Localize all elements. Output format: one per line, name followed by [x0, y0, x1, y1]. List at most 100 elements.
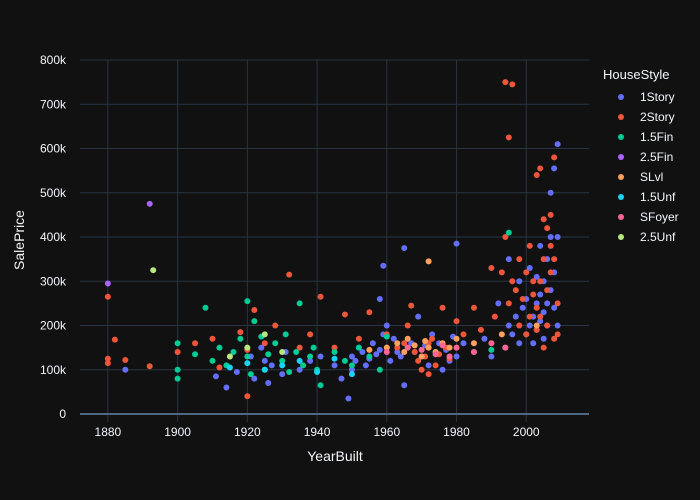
- data-point: [383, 344, 390, 351]
- data-point: [237, 335, 244, 342]
- legend-item[interactable]: 1.5Unf: [618, 190, 676, 204]
- data-point: [509, 331, 516, 338]
- data-point: [230, 349, 237, 356]
- legend-item[interactable]: 2.5Fin: [618, 150, 673, 164]
- data-point: [547, 234, 554, 240]
- data-point: [516, 322, 523, 329]
- data-point: [369, 340, 376, 347]
- legend-item[interactable]: 2Story: [618, 110, 675, 124]
- data-point: [307, 331, 314, 338]
- data-point: [540, 309, 547, 316]
- legend-label: 1.5Fin: [640, 130, 673, 144]
- data-point: [296, 344, 303, 351]
- legend-label: SLvl: [640, 170, 663, 184]
- data-point: [523, 331, 530, 338]
- data-point: [460, 331, 467, 338]
- legend-label: 2.5Unf: [640, 230, 676, 244]
- data-point: [554, 331, 561, 338]
- data-point: [261, 366, 268, 373]
- x-axis-ticks: 1880 1900 1920 1940 1960 1980 2000: [95, 425, 540, 439]
- data-point: [446, 353, 453, 360]
- data-point: [547, 269, 554, 276]
- data-point: [380, 262, 387, 269]
- data-point: [394, 344, 401, 351]
- data-point: [174, 349, 181, 356]
- data-point: [265, 380, 272, 387]
- data-point: [502, 344, 509, 351]
- data-point: [223, 384, 230, 391]
- data-point: [554, 300, 561, 307]
- legend-item[interactable]: 1Story: [618, 90, 675, 104]
- data-point: [244, 360, 251, 367]
- data-point: [348, 366, 355, 373]
- data-point: [111, 336, 118, 343]
- y-tick-label: 600k: [40, 142, 67, 156]
- data-point: [551, 165, 558, 172]
- x-tick-label: 1980: [443, 425, 470, 439]
- legend-item[interactable]: 2.5Unf: [618, 230, 676, 244]
- legend-marker: [618, 154, 624, 160]
- legend-label: SFoyer: [640, 210, 679, 224]
- data-point: [104, 293, 111, 300]
- data-point: [425, 362, 432, 369]
- data-point: [355, 344, 362, 351]
- legend-item[interactable]: 1.5Fin: [618, 130, 673, 144]
- data-point: [286, 368, 293, 375]
- data-point: [516, 256, 523, 263]
- grid-lines: [80, 59, 589, 422]
- legend-marker: [618, 234, 624, 240]
- data-point: [317, 293, 324, 300]
- data-point: [174, 375, 181, 382]
- data-point: [418, 366, 425, 373]
- y-tick-label: 100k: [40, 363, 67, 377]
- data-point: [383, 349, 390, 356]
- legend-label: 1Story: [640, 90, 675, 104]
- data-point: [216, 364, 223, 371]
- data-point: [509, 81, 516, 88]
- data-point: [359, 349, 366, 356]
- data-point: [551, 304, 558, 311]
- data-point: [526, 242, 533, 249]
- data-point: [310, 344, 317, 351]
- data-point: [544, 322, 551, 329]
- data-point: [279, 349, 286, 356]
- series-sfoyer: [383, 340, 509, 360]
- data-point: [537, 278, 544, 285]
- data-point: [526, 313, 533, 320]
- data-point: [429, 331, 436, 338]
- data-point: [174, 366, 181, 373]
- data-point: [537, 318, 544, 325]
- data-point: [317, 353, 324, 360]
- data-point: [331, 344, 338, 351]
- data-point: [146, 363, 153, 370]
- data-point: [439, 342, 446, 349]
- data-point: [251, 375, 258, 382]
- data-point: [296, 357, 303, 364]
- data-point: [331, 349, 338, 356]
- data-point: [341, 311, 348, 318]
- data-point: [348, 371, 355, 378]
- data-point: [314, 368, 321, 375]
- data-point: [104, 280, 111, 287]
- data-point: [251, 307, 258, 314]
- legend-item[interactable]: SFoyer: [618, 210, 679, 224]
- data-point: [453, 353, 460, 360]
- data-point: [258, 344, 265, 351]
- legend: HouseStyle 1Story2Story1.5Fin2.5FinSLvl1…: [603, 67, 679, 244]
- data-point: [104, 360, 111, 367]
- data-point: [512, 287, 519, 294]
- data-point: [544, 287, 551, 294]
- data-point: [516, 278, 523, 285]
- legend-item[interactable]: SLvl: [618, 170, 663, 184]
- data-point: [404, 344, 411, 351]
- data-point: [233, 368, 240, 375]
- data-point: [244, 298, 251, 305]
- data-point: [192, 340, 199, 347]
- data-point: [537, 291, 544, 298]
- data-point: [244, 393, 251, 400]
- data-point: [293, 349, 300, 356]
- data-point: [502, 79, 509, 86]
- data-point: [286, 271, 293, 278]
- data-point: [533, 326, 540, 333]
